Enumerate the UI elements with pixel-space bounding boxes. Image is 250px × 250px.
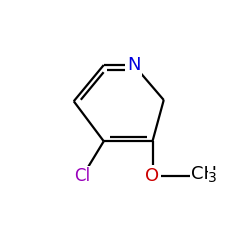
Text: O: O bbox=[146, 167, 160, 185]
Text: 3: 3 bbox=[208, 170, 217, 184]
Text: CH: CH bbox=[191, 165, 217, 183]
Text: N: N bbox=[127, 56, 140, 74]
Text: Cl: Cl bbox=[74, 167, 90, 185]
